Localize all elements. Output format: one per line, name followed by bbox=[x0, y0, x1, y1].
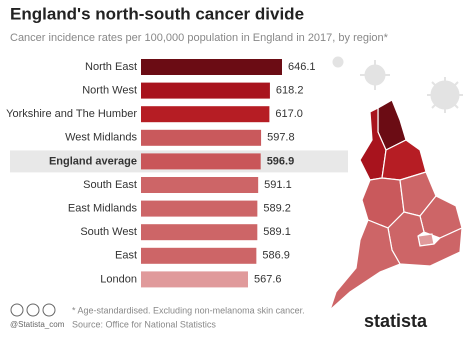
map-south-west bbox=[328, 219, 401, 312]
footer: @Statista_com * Age-standardised. Exclud… bbox=[10, 303, 428, 331]
bar bbox=[141, 153, 261, 170]
category-label: London bbox=[100, 273, 137, 285]
value-label: 591.1 bbox=[264, 179, 292, 191]
category-label: England average bbox=[49, 155, 137, 167]
category-label: East Midlands bbox=[68, 203, 138, 215]
value-label: 589.2 bbox=[263, 203, 291, 215]
value-label: 617.0 bbox=[275, 108, 303, 120]
chart-subtitle: Cancer incidence rates per 100,000 popul… bbox=[10, 32, 389, 44]
bars: North East 646.1 North West 618.2 Yorkshire … bbox=[6, 59, 348, 288]
chart-title: England's north-south cancer divide bbox=[10, 4, 304, 23]
value-label: 567.6 bbox=[254, 273, 282, 285]
value-label: 589.1 bbox=[263, 226, 291, 238]
value-label: 597.8 bbox=[267, 132, 295, 144]
brand-logo[interactable]: statista bbox=[364, 311, 428, 331]
bar bbox=[141, 177, 259, 193]
bar bbox=[141, 224, 258, 241]
bar bbox=[141, 59, 282, 75]
category-label: North East bbox=[85, 61, 137, 73]
bar bbox=[141, 200, 258, 217]
category-label: South East bbox=[83, 179, 137, 191]
handle: @Statista_com bbox=[10, 320, 65, 329]
bar bbox=[141, 271, 248, 288]
cc-icon bbox=[10, 303, 24, 317]
value-label: 646.1 bbox=[288, 61, 316, 73]
bar bbox=[141, 106, 270, 123]
footnote: * Age-standardised. Excluding non-melano… bbox=[72, 305, 305, 315]
category-label: South West bbox=[80, 226, 137, 238]
bar bbox=[141, 247, 257, 264]
england-map bbox=[328, 99, 463, 312]
category-label: West Midlands bbox=[65, 132, 137, 144]
nd-icon bbox=[42, 303, 56, 317]
value-label: 618.2 bbox=[276, 85, 304, 97]
source: Source: Office for National Statistics bbox=[72, 319, 216, 329]
category-label: Yorkshire and The Humber bbox=[6, 108, 137, 120]
bar bbox=[141, 129, 262, 146]
value-label: 586.9 bbox=[262, 250, 290, 262]
category-label: North West bbox=[82, 85, 137, 97]
map-south-east bbox=[387, 211, 463, 267]
category-label: East bbox=[115, 250, 137, 262]
by-icon bbox=[26, 303, 40, 317]
bar bbox=[141, 82, 270, 99]
value-label: 596.9 bbox=[267, 155, 295, 167]
virus-decoration bbox=[332, 56, 463, 113]
